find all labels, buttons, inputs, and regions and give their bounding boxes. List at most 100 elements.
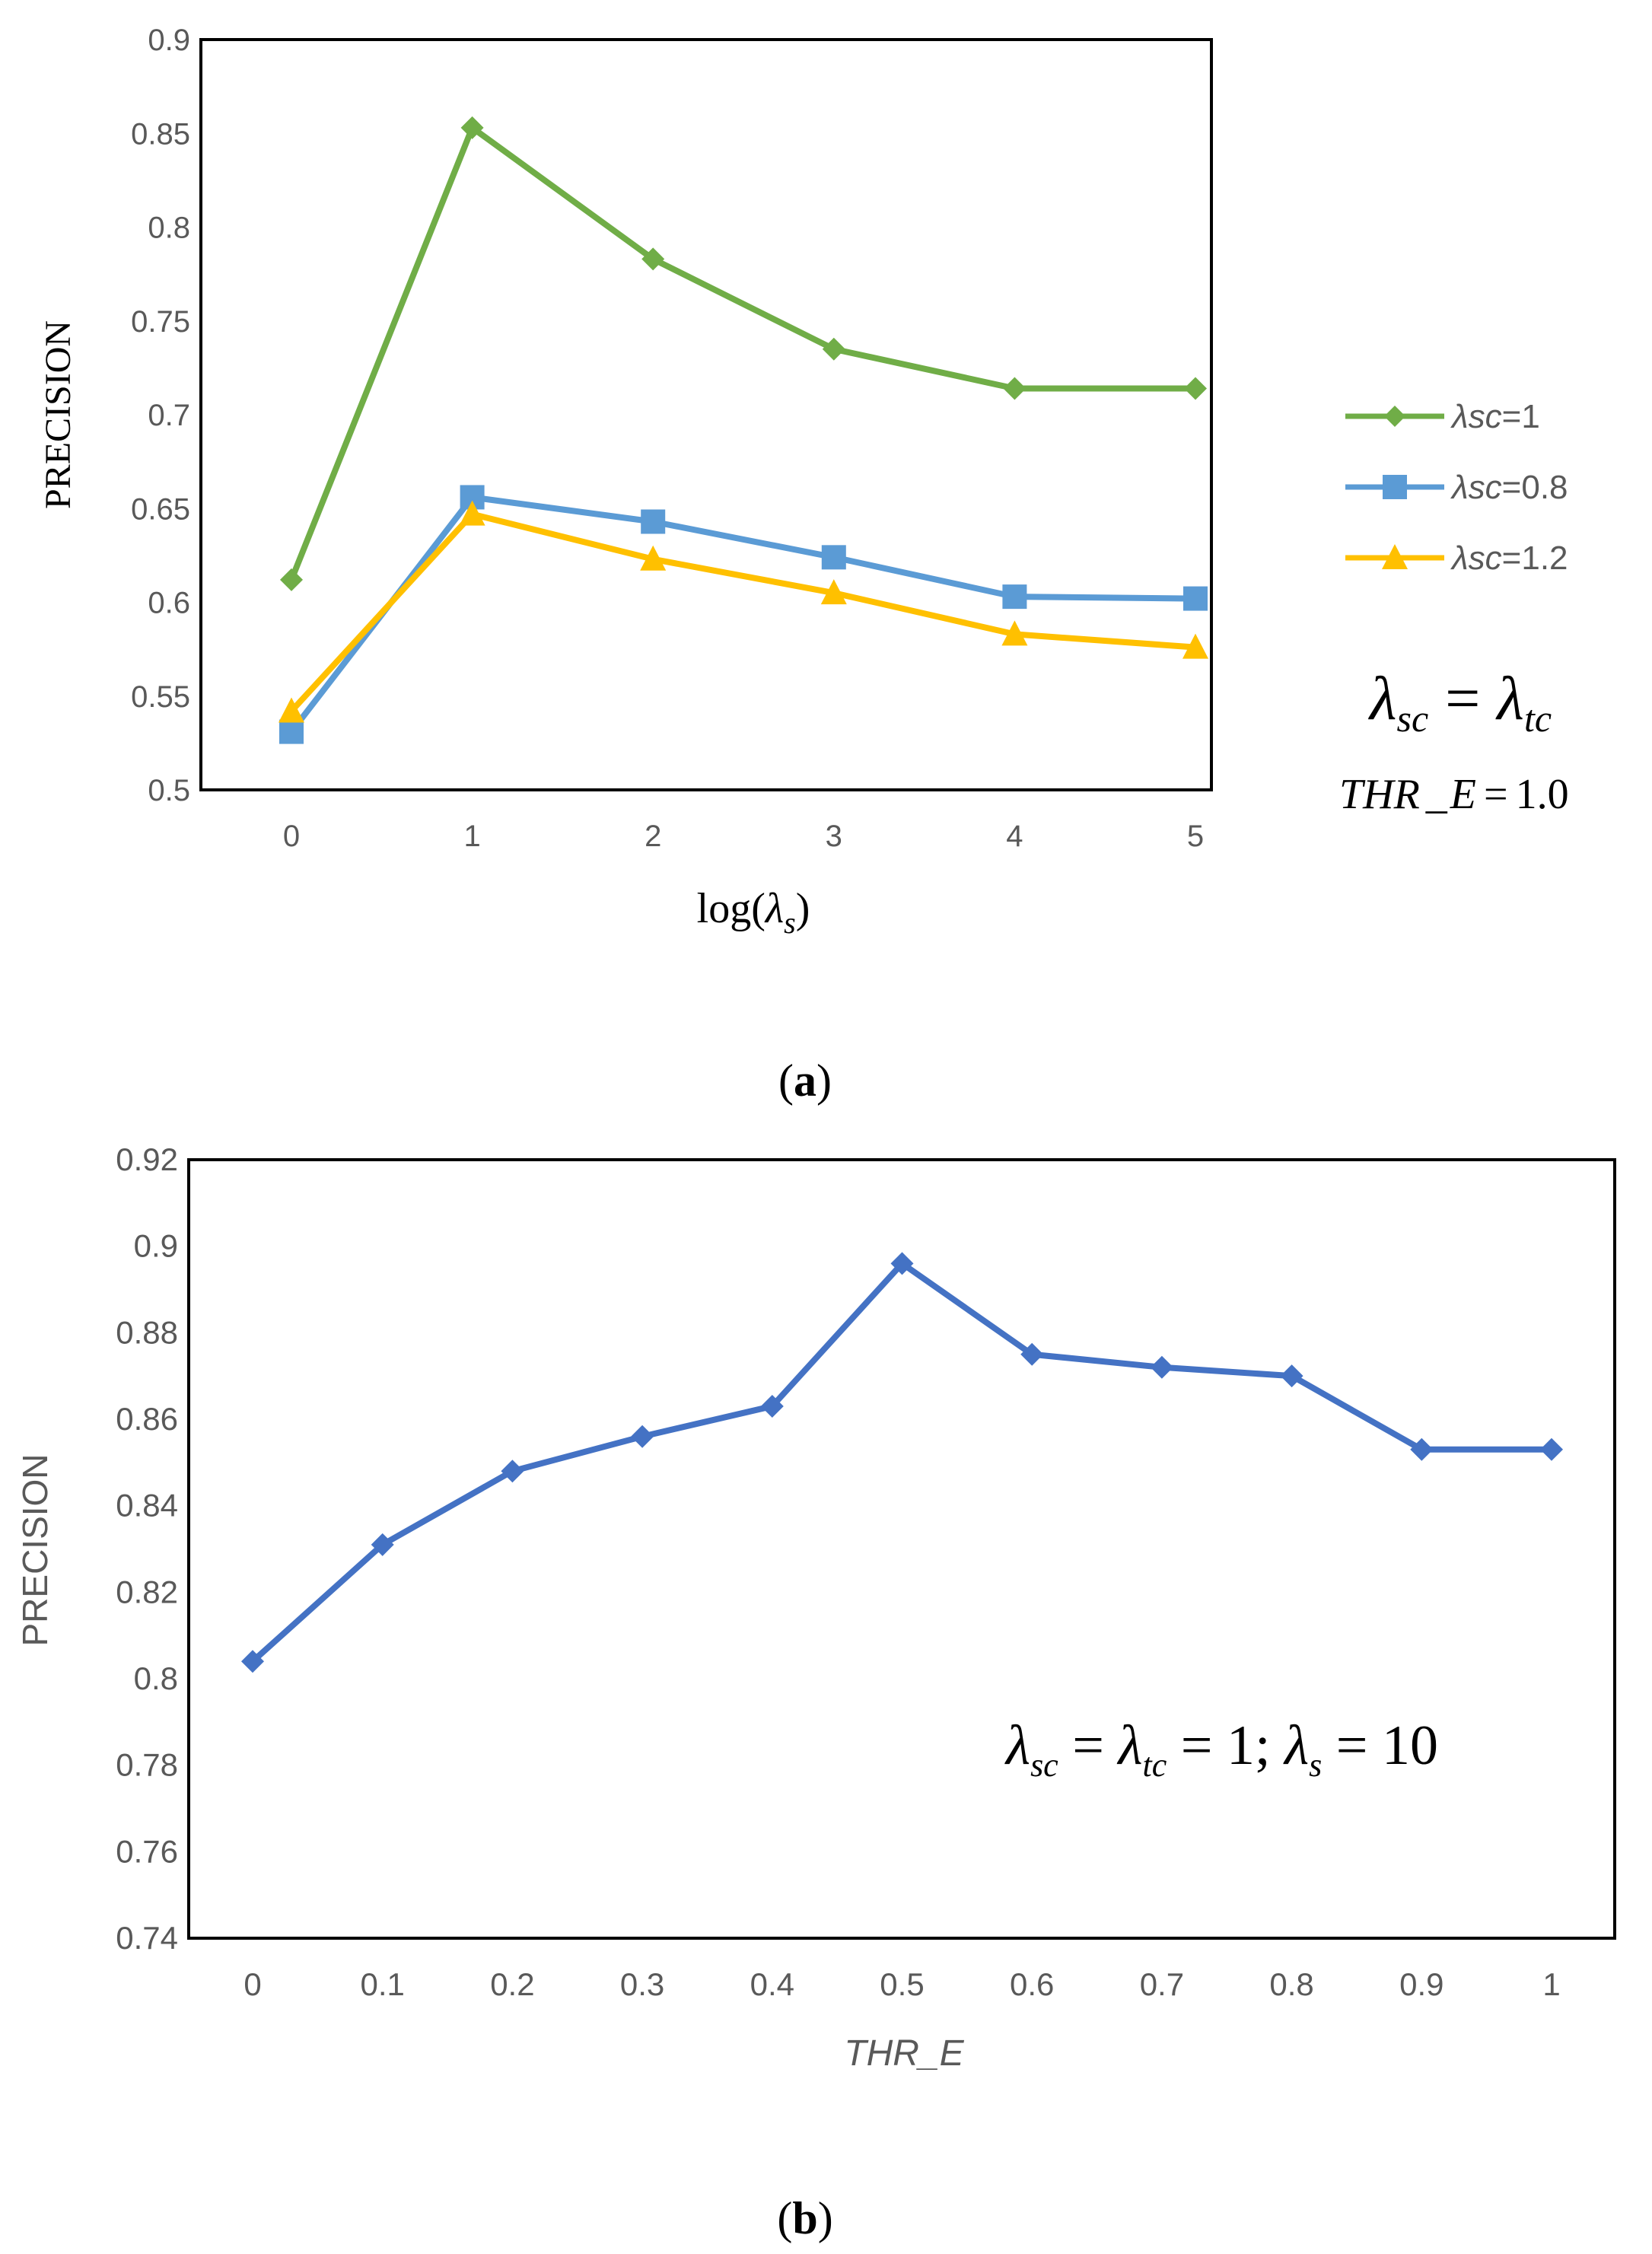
y-tick-labels-b: 0.74 0.76 0.78 0.8 0.82 0.84 0.86 0.88 0.9 0.92 <box>116 1141 178 1956</box>
legend-label-green: λsc=1 <box>1450 398 1540 435</box>
data-point-b-0-5 <box>890 1252 914 1275</box>
annotation-b-sub-sc: sc <box>1030 1746 1058 1784</box>
legend-item-yellow: λsc=1.2 <box>1345 540 1568 577</box>
panel-label-b: (b) <box>777 2193 832 2243</box>
legend-var-blue: λsc <box>1450 469 1502 506</box>
data-point-a-1-0 <box>279 719 304 744</box>
annotation-b-sub-tc: tc <box>1143 1746 1167 1784</box>
data-point-a-1-2 <box>641 509 666 534</box>
y-tick-b-3: 0.8 <box>134 1660 178 1696</box>
data-point-a-2-0 <box>279 697 304 723</box>
data-point-b-0-1 <box>371 1533 394 1556</box>
data-point-b-0-2 <box>501 1460 524 1483</box>
x-tick-a-5: 5 <box>1187 820 1204 853</box>
plot-area-b <box>187 1158 1616 1940</box>
annotation-lambda-equation: λsc = λtc <box>1368 664 1552 740</box>
x-axis-label-b: THR_E <box>844 2033 964 2074</box>
y-tick-labels-a: 0.5 0.55 0.6 0.65 0.7 0.75 0.8 0.85 0.9 <box>131 24 190 807</box>
annotation-lambda-lhs-sub: sc <box>1397 697 1429 740</box>
x-tick-b-6: 0.6 <box>1010 1966 1054 2002</box>
y-axis-label-b: PRECISION <box>15 1453 55 1646</box>
plot-area-a <box>199 38 1213 791</box>
x-tick-b-8: 0.8 <box>1269 1966 1313 2002</box>
data-point-b-0-4 <box>760 1394 784 1418</box>
x-axis-label-a-var: λ <box>764 885 784 932</box>
annotation-thr-var: E <box>1450 771 1476 818</box>
series-a <box>279 116 1208 744</box>
legend-item-green: λsc=1 <box>1345 398 1540 435</box>
annotation-b-eq2: = 1; <box>1167 1714 1284 1777</box>
panel-b: 0.74 0.76 0.78 0.8 0.82 0.84 0.86 0.88 0.9 0.92 0… <box>15 1141 1616 2243</box>
annotation-thr-op: = <box>1484 771 1508 818</box>
annotation-lambda-rhs: λ <box>1495 664 1524 733</box>
data-point-a-0-3 <box>822 337 845 361</box>
y-tick-b-4: 0.82 <box>116 1574 178 1609</box>
annotation-lambda-lhs: λ <box>1368 664 1397 733</box>
x-tick-a-2: 2 <box>645 820 661 853</box>
y-tick-b-2: 0.78 <box>116 1747 178 1783</box>
y-tick-b-9: 0.92 <box>116 1141 178 1177</box>
data-point-b-0-10 <box>1540 1437 1563 1461</box>
data-point-b-0-7 <box>1150 1355 1173 1379</box>
y-tick-a-3: 0.65 <box>131 492 190 526</box>
data-point-b-0-9 <box>1410 1437 1434 1461</box>
data-point-a-0-4 <box>1003 377 1027 400</box>
x-tick-b-1: 0.1 <box>361 1966 405 2002</box>
x-axis-label-a-suffix: ) <box>796 885 810 932</box>
y-tick-a-8: 0.9 <box>148 24 190 57</box>
x-tick-b-5: 0.5 <box>880 1966 924 2002</box>
annotation-lambda-op: = <box>1445 664 1480 733</box>
annotation-b-eq1: = <box>1058 1714 1119 1777</box>
x-tick-b-7: 0.7 <box>1140 1966 1184 2002</box>
x-tick-a-4: 4 <box>1006 820 1023 853</box>
x-tick-a-0: 0 <box>283 820 300 853</box>
y-tick-b-0: 0.74 <box>116 1920 178 1956</box>
x-tick-b-0: 0 <box>244 1966 261 2002</box>
y-tick-a-1: 0.55 <box>131 680 190 714</box>
annotation-lambda-rhs-sub: tc <box>1524 697 1552 740</box>
x-tick-a-3: 3 <box>826 820 842 853</box>
x-tick-b-10: 1 <box>1542 1966 1560 2002</box>
annotation-b-sub-s: s <box>1309 1746 1322 1784</box>
legend-marker-green <box>1384 406 1405 427</box>
annotation-b-lambda-tc: λ <box>1116 1714 1142 1777</box>
x-axis-label-a-prefix: log( <box>697 885 766 932</box>
annotation-b-eq3: = 10 <box>1322 1714 1438 1777</box>
data-point-a-2-2 <box>640 545 667 571</box>
annotation-b-lambda-s: λ <box>1283 1714 1309 1777</box>
legend-marker-blue <box>1383 475 1407 499</box>
data-point-a-2-5 <box>1183 633 1208 659</box>
data-point-a-2-1 <box>459 500 485 526</box>
data-point-a-2-4 <box>1001 620 1028 646</box>
data-point-a-1-3 <box>821 545 846 570</box>
annotation-thr: THR _E = 1.0 <box>1339 771 1569 818</box>
x-tick-b-4: 0.4 <box>750 1966 794 2002</box>
data-point-a-0-5 <box>1184 377 1207 400</box>
legend-a: λsc=1 λsc=0.8 λsc=1.2 <box>1345 398 1568 577</box>
legend-val-green: =1 <box>1502 398 1540 435</box>
panel-letter-a: a <box>794 1055 816 1106</box>
y-tick-b-7: 0.88 <box>116 1314 178 1350</box>
data-point-a-1-4 <box>1002 584 1027 610</box>
x-tick-b-3: 0.3 <box>620 1966 664 2002</box>
y-tick-b-6: 0.86 <box>116 1401 178 1437</box>
legend-var-yellow: λsc <box>1450 540 1502 577</box>
annotation-thr-sep: _ <box>1425 771 1448 818</box>
x-axis-label-a-sub: s <box>784 906 796 940</box>
x-axis-label-a: log(λs) <box>697 885 810 940</box>
y-tick-a-2: 0.6 <box>148 587 190 620</box>
series-b <box>241 1252 1563 1673</box>
legend-val-blue: =0.8 <box>1502 469 1568 506</box>
y-tick-a-5: 0.75 <box>131 305 190 339</box>
y-tick-a-6: 0.8 <box>148 212 190 245</box>
data-point-a-0-0 <box>280 568 303 591</box>
data-point-a-0-2 <box>641 247 665 271</box>
legend-item-blue: λsc=0.8 <box>1345 469 1568 506</box>
annotation-b-lambda-sc: λ <box>1004 1714 1030 1777</box>
x-tick-a-1: 1 <box>463 820 480 853</box>
data-point-b-0-3 <box>631 1425 654 1448</box>
data-point-a-2-3 <box>820 579 847 605</box>
legend-label-yellow: λsc=1.2 <box>1450 540 1568 577</box>
y-tick-a-4: 0.7 <box>148 399 190 432</box>
